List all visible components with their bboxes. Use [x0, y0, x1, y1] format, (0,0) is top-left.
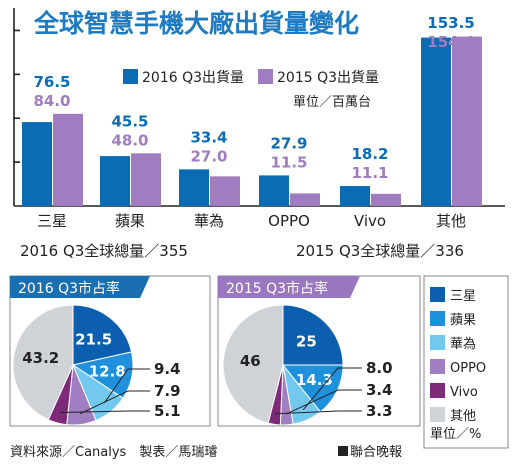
- bar-2015-1: [131, 153, 161, 206]
- pie-legend-swatch-5: [430, 407, 445, 422]
- bar-value-label-2015-0: 84.0: [33, 92, 70, 110]
- pie-legend-swatch-2: [430, 335, 445, 350]
- bar-2015-0: [53, 113, 83, 206]
- pie-legend-label-0: 三星: [450, 289, 476, 304]
- pie-panel-2016: 2016 Q3市占率: [9, 275, 211, 427]
- footer-publisher: 聯合晚報: [350, 445, 402, 460]
- bar-2016-0: [22, 122, 52, 206]
- pie1-value-label-2: 9.4: [154, 360, 181, 378]
- pie-title-2016: 2016 Q3市占率: [18, 280, 120, 297]
- footer-source: 資料來源／Canalys 製表／馬瑞璿: [10, 445, 217, 460]
- pie-legend-border: [423, 275, 509, 449]
- bar-2015-4: [371, 193, 401, 206]
- bar-legend: 2016 Q3出貨量 2015 Q3出貨量 單位／百萬台: [123, 69, 379, 110]
- pie1-slice-5: [12, 304, 74, 421]
- total-2015: 2015 Q3全球總量／336: [296, 242, 464, 260]
- bar-2016-3: [259, 175, 289, 206]
- category-label-1: 蘋果: [115, 212, 145, 230]
- pie-legend-label-4: Vivo: [450, 385, 478, 400]
- pie-legend-label-2: 華為: [450, 336, 476, 352]
- pie-legend-swatch-1: [430, 311, 445, 326]
- total-2016: 2016 Q3全球總量／355: [20, 242, 188, 260]
- category-label-4: Vivo: [354, 212, 386, 230]
- pie2-value-label-2: 8.0: [366, 359, 393, 377]
- pie-legend-label-1: 蘋果: [450, 313, 476, 328]
- bar-value-label-2015-3: 11.5: [270, 153, 307, 171]
- legend-swatch-2015: [258, 69, 273, 84]
- pie2-leader-2: [302, 367, 362, 411]
- pie-legend-swatch-0: [430, 287, 445, 302]
- pie2-value-label-4: 3.3: [366, 402, 393, 420]
- pie1-leader-4: [60, 410, 150, 413]
- pie-legend-label-3: OPPO: [450, 361, 486, 376]
- bar-value-label-2015-1: 48.0: [111, 131, 148, 149]
- unit-label: 單位／百萬台: [293, 95, 371, 110]
- category-label-2: 華為: [194, 212, 224, 230]
- category-labels: 三星 蘋果 華為 OPPO Vivo 其他: [37, 212, 466, 230]
- pie1-value-label-3: 7.9: [154, 382, 181, 400]
- pie-legend-label-5: 其他: [450, 409, 476, 424]
- bar-value-label-2016-2: 33.4: [190, 128, 227, 146]
- pie2-value-label-0: 25: [296, 333, 317, 351]
- pie1-leader-3: [79, 390, 150, 415]
- pie1-value-label-1: 12.8: [89, 362, 126, 380]
- bar-2015-3: [290, 193, 320, 206]
- bar-value-label-2016-4: 18.2: [351, 145, 388, 163]
- pie-panel-2015: 2015 Q3市占率: [217, 275, 421, 427]
- bar-value-label-2015-5: 154.4: [427, 33, 474, 51]
- bar-2016-1: [100, 156, 130, 206]
- category-label-5: 其他: [436, 212, 466, 230]
- bar-2016-5: [421, 37, 451, 207]
- pie-legend-swatch-4: [430, 383, 445, 398]
- pie1-slice-0: [72, 304, 133, 366]
- bar-2015-5: [452, 36, 482, 207]
- legend-label-2016: 2016 Q3出貨量: [142, 69, 244, 86]
- pie2-slice-5: [222, 304, 284, 424]
- category-label-0: 三星: [37, 212, 67, 230]
- bar-value-label-2015-2: 27.0: [190, 147, 227, 165]
- category-label-3: OPPO: [268, 212, 310, 230]
- legend-label-2015: 2015 Q3出貨量: [277, 69, 379, 86]
- pie1-value-label-4: 5.1: [154, 402, 181, 420]
- publisher-mark: [338, 446, 348, 456]
- pie-legend-swatch-3: [430, 359, 445, 374]
- pie1-value-label-5: 43.2: [22, 349, 59, 367]
- bar-value-label-2016-0: 76.5: [33, 73, 70, 91]
- y-ticks: [14, 29, 20, 163]
- pie1-value-label-0: 21.5: [75, 330, 112, 348]
- bar-value-label-2016-3: 27.9: [270, 134, 307, 152]
- pie2-value-label-3: 3.4: [366, 381, 393, 399]
- bar-group: [22, 36, 482, 207]
- pie-title-2015: 2015 Q3市占率: [226, 280, 328, 297]
- pie2-leader-4: [275, 410, 362, 415]
- legend-swatch-2016: [123, 69, 138, 84]
- bar-2015-2: [210, 176, 240, 206]
- bar-value-label-2016-5: 153.5: [427, 14, 474, 32]
- pie2-leader-3: [285, 389, 362, 415]
- bar-value-labels: 76.584.0 45.548.0 33.427.0 27.911.5 18.211.1…: [33, 14, 474, 182]
- bar-2016-4: [340, 186, 370, 206]
- pie-2016: 21.5 12.8 9.4 7.9 5.1 43.2: [12, 304, 181, 426]
- pie-header-2015: [218, 276, 360, 298]
- bar-2016-2: [179, 169, 209, 206]
- pie-legend-unit: 單位／%: [430, 427, 481, 442]
- pie-header-2016: [10, 276, 150, 298]
- bar-value-label-2015-4: 11.1: [351, 164, 388, 182]
- pie1-leader-2: [103, 368, 150, 404]
- chart-title: 全球智慧手機大廠出貨量變化: [33, 9, 359, 38]
- pie2-value-label-5: 46: [240, 352, 261, 370]
- bar-value-label-2016-1: 45.5: [111, 112, 148, 130]
- pie2-slice-0: [282, 304, 344, 366]
